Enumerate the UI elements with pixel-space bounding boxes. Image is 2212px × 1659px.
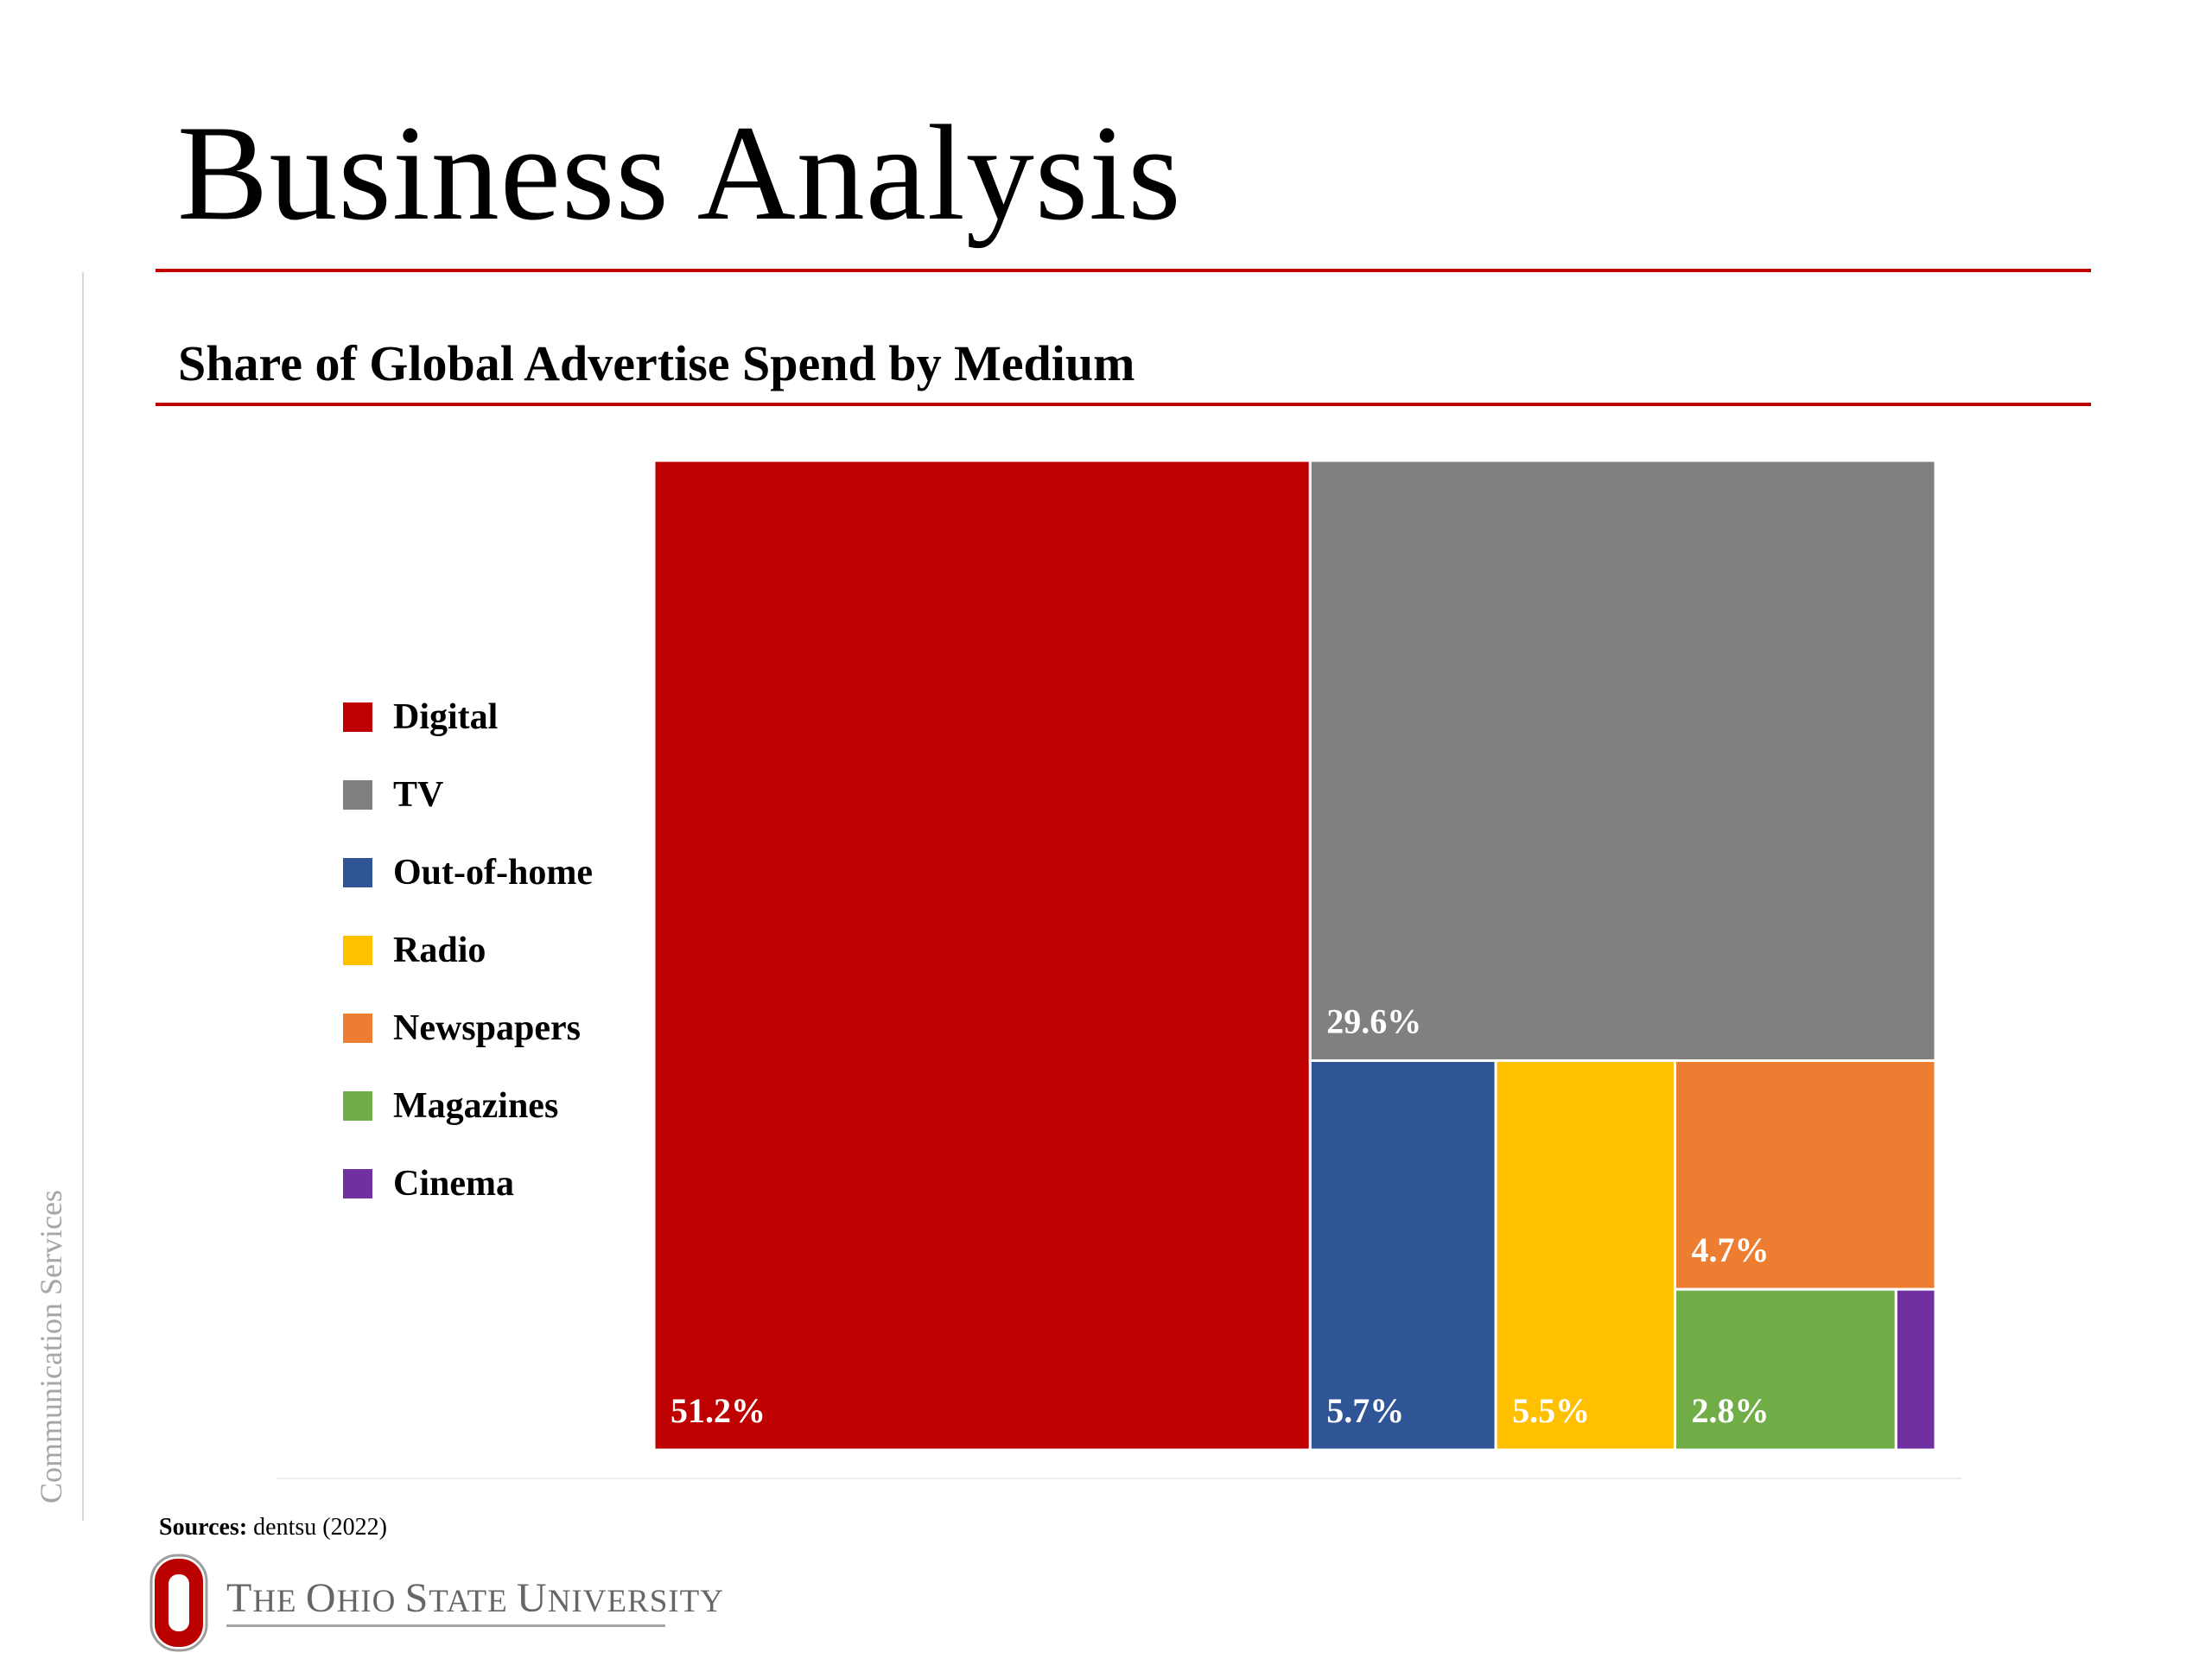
legend-item-newspapers: Newspapers — [343, 1007, 581, 1050]
legend-swatch-cinema — [343, 1169, 372, 1198]
treemap-cell-out-of-home — [1308, 1059, 1497, 1452]
data-label-tv: 29.6% — [1326, 1002, 1421, 1041]
legend-item-tv: TV — [343, 773, 443, 817]
treemap-svg: 51.2% 29.6% 5.7% 5.5% 4.7% 2.8% — [652, 459, 1937, 1452]
treemap-cell-digital — [652, 459, 1312, 1452]
side-divider — [82, 272, 84, 1521]
legend-label-newspapers: Newspapers — [393, 1008, 581, 1048]
data-label-radio: 5.5% — [1512, 1391, 1590, 1430]
legend-label-cinema: Cinema — [393, 1164, 514, 1204]
title-divider — [156, 269, 2091, 272]
legend-label-digital: Digital — [393, 697, 499, 737]
legend-item-magazines: Magazines — [343, 1084, 558, 1128]
data-label-newspapers: 4.7% — [1691, 1230, 1769, 1269]
treemap-cell-tv — [1308, 459, 1937, 1063]
wordmark-underline — [226, 1624, 665, 1627]
legend-swatch-radio — [343, 936, 372, 965]
legend-label-radio: Radio — [393, 931, 486, 970]
legend-item-radio: Radio — [343, 929, 486, 972]
data-label-out-of-home: 5.7% — [1326, 1391, 1404, 1430]
chart-baseline — [276, 1478, 1961, 1479]
side-label: Communication Services — [34, 1190, 68, 1503]
data-label-digital: 51.2% — [671, 1391, 766, 1430]
block-o-logo-icon — [149, 1554, 208, 1652]
legend-swatch-newspapers — [343, 1014, 372, 1043]
treemap-cell-cinema — [1894, 1287, 1937, 1452]
subtitle-divider — [156, 403, 2091, 406]
treemap-cell-radio — [1494, 1059, 1676, 1452]
page-title: Business Analysis — [177, 98, 1182, 249]
chart-title: Share of Global Advertise Spend by Mediu… — [178, 335, 1135, 391]
source-note: Sources: dentsu (2022) — [159, 1514, 387, 1541]
legend-swatch-magazines — [343, 1091, 372, 1121]
source-text: dentsu (2022) — [253, 1514, 387, 1541]
legend-item-digital: Digital — [343, 696, 498, 739]
legend-label-tv: TV — [393, 775, 444, 815]
treemap-cell-magazines — [1673, 1287, 1897, 1452]
legend-label-out-of-home: Out-of-home — [393, 853, 593, 893]
source-label: Sources: — [159, 1514, 248, 1541]
treemap-cell-newspapers — [1673, 1059, 1937, 1291]
legend-item-out-of-home: Out-of-home — [343, 851, 593, 894]
treemap-chart: 51.2% 29.6% 5.7% 5.5% 4.7% 2.8% — [276, 449, 1961, 1478]
legend-swatch-digital — [343, 702, 372, 732]
legend-swatch-out-of-home — [343, 858, 372, 887]
legend-label-magazines: Magazines — [393, 1086, 559, 1126]
data-label-magazines: 2.8% — [1691, 1391, 1769, 1430]
legend-swatch-tv — [343, 780, 372, 810]
legend-item-cinema: Cinema — [343, 1162, 514, 1205]
university-wordmark: THE OHIO STATE UNIVERSITY — [226, 1575, 724, 1621]
